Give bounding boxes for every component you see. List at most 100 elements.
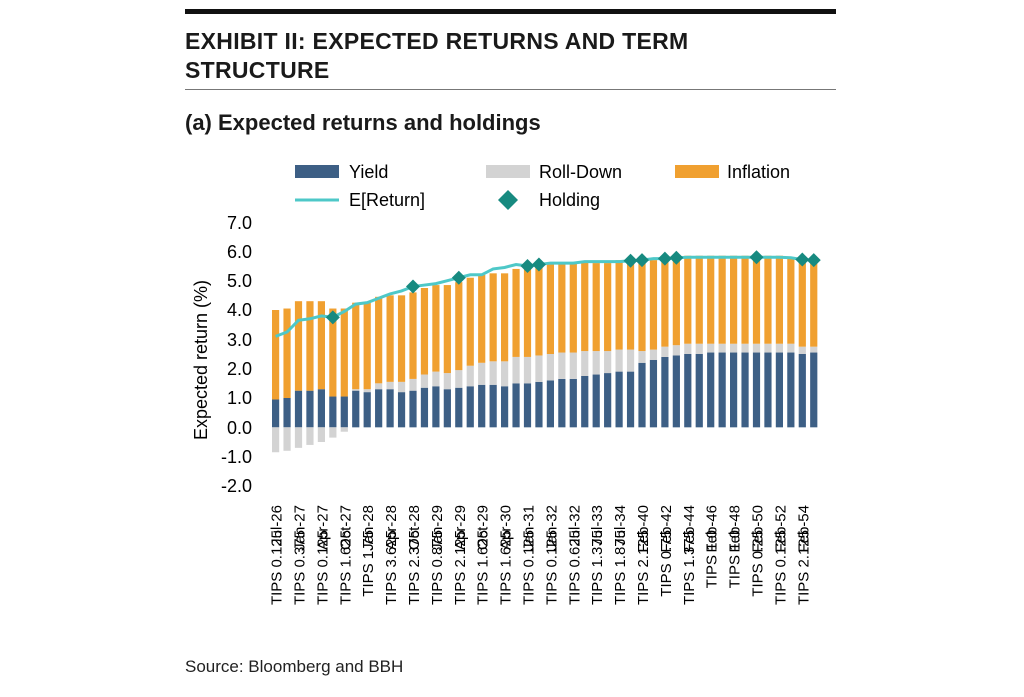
y-tick-label: 3.0 bbox=[227, 330, 252, 350]
x-date-label: Oct-29 bbox=[475, 505, 492, 550]
x-coupon-label: TIPS 0.375 bbox=[292, 530, 309, 605]
bar-rolldown bbox=[592, 351, 600, 375]
bar-rolldown bbox=[443, 373, 451, 390]
bar-rolldown bbox=[272, 427, 280, 453]
y-tick-label: 2.0 bbox=[227, 359, 252, 379]
bar-inflation bbox=[501, 273, 509, 362]
bar-inflation bbox=[535, 267, 543, 356]
x-date-label: Jul-33 bbox=[589, 505, 606, 546]
bar-rolldown bbox=[546, 354, 554, 381]
x-date-label: Apr-27 bbox=[314, 505, 331, 550]
bar-inflation bbox=[386, 295, 394, 382]
holding-marker bbox=[749, 250, 764, 265]
bar-yield bbox=[752, 352, 761, 428]
bar-rolldown bbox=[501, 361, 509, 387]
holding-markers bbox=[325, 250, 821, 325]
holding-marker bbox=[531, 257, 546, 272]
x-date-label: Apr-28 bbox=[383, 505, 400, 550]
bar-inflation bbox=[752, 255, 761, 344]
bar-rolldown bbox=[409, 378, 417, 391]
bar-inflation bbox=[569, 263, 577, 353]
x-coupon-label: TIPS 0.125 bbox=[269, 530, 286, 605]
x-coupon-label: TIPS 2.125 bbox=[635, 530, 652, 605]
bar-rolldown bbox=[787, 343, 795, 353]
bar-rolldown bbox=[375, 383, 383, 390]
bar-rolldown bbox=[466, 365, 474, 387]
x-date-label: Jan-29 bbox=[429, 505, 446, 551]
legend-swatch-rolldown bbox=[486, 165, 530, 178]
y-tick-label: 1.0 bbox=[227, 388, 252, 408]
bar-yield bbox=[718, 352, 726, 428]
x-date-label: Feb-52 bbox=[772, 505, 789, 553]
bar-yield bbox=[535, 381, 543, 428]
x-coupon-label: TIPS 2.375 bbox=[406, 530, 423, 605]
bar-inflation bbox=[626, 261, 635, 350]
bar-rolldown bbox=[523, 356, 532, 384]
bar-inflation bbox=[649, 260, 658, 350]
x-coupon-label: TIPS 0.625 bbox=[566, 530, 583, 605]
bar-rolldown bbox=[695, 343, 703, 354]
bar-yield bbox=[363, 392, 371, 428]
bar-rolldown bbox=[294, 427, 303, 448]
bar-yield bbox=[317, 389, 325, 428]
bar-rolldown bbox=[764, 343, 772, 353]
legend-label-inflation: Inflation bbox=[727, 162, 790, 182]
holding-marker bbox=[520, 259, 535, 273]
y-tick-label: 5.0 bbox=[227, 271, 252, 291]
legend-label-yield: Yield bbox=[349, 162, 388, 182]
bar-inflation bbox=[466, 277, 474, 366]
bar-yield bbox=[626, 371, 635, 428]
y-tick-label: 6.0 bbox=[227, 242, 252, 262]
x-coupon-label: TIPS 0.125 bbox=[772, 530, 789, 605]
bar-rolldown bbox=[489, 361, 497, 385]
holding-marker bbox=[635, 253, 649, 268]
bar-yield bbox=[592, 374, 600, 428]
bar-yield bbox=[695, 354, 703, 428]
x-date-label: Jul-32 bbox=[566, 505, 583, 546]
bar-inflation bbox=[764, 255, 772, 344]
bar-yield bbox=[478, 384, 486, 428]
bar-inflation bbox=[340, 308, 348, 397]
x-coupon-label: TIPS 1.375 bbox=[589, 530, 606, 605]
x-date-label: Jul-26 bbox=[269, 505, 286, 546]
y-tick-label: 0.0 bbox=[227, 418, 252, 438]
bar-inflation bbox=[638, 261, 646, 352]
bar-yield bbox=[615, 371, 623, 428]
bar-rolldown bbox=[386, 381, 394, 390]
x-coupon-label: TIPS 0.25 bbox=[750, 530, 767, 597]
x-date-label: Oct-27 bbox=[337, 505, 354, 550]
bar-rolldown bbox=[455, 370, 463, 388]
bar-yield bbox=[512, 383, 520, 428]
bar-yield bbox=[672, 355, 680, 428]
bar-rolldown bbox=[718, 343, 726, 353]
bar-rolldown bbox=[535, 355, 543, 382]
x-coupon-label: TIPS 2.125 bbox=[795, 530, 812, 605]
bar-inflation bbox=[592, 263, 600, 352]
x-date-label: Feb-42 bbox=[658, 505, 675, 553]
x-coupon-label: TIPS 0.75 bbox=[658, 530, 675, 597]
bar-inflation bbox=[294, 301, 303, 391]
legend-label-rolldown: Roll-Down bbox=[539, 162, 622, 182]
bar-yield bbox=[558, 378, 566, 428]
x-labels-dates: Jul-26 Jan-27 Apr-27 Oct-27 Jan-28 Apr-28 Oct-… bbox=[269, 505, 813, 553]
bar-inflation bbox=[684, 255, 692, 344]
x-labels-coupons: TIPS 0.125 TIPS 0.375 TIPS 0.125 TIPS 1.625… bbox=[269, 530, 813, 605]
bar-inflation bbox=[397, 295, 406, 382]
x-coupon-label: TIPS 1.0 bbox=[704, 530, 721, 588]
bar-inflation bbox=[420, 288, 429, 375]
bar-yield bbox=[306, 390, 314, 428]
bar-yield bbox=[375, 389, 383, 428]
holding-marker bbox=[451, 270, 466, 285]
x-date-label: Feb-40 bbox=[635, 505, 652, 553]
bar-rolldown bbox=[649, 349, 658, 360]
bar-yield bbox=[455, 387, 463, 428]
x-date-label: Feb-44 bbox=[681, 505, 698, 553]
bar-inflation bbox=[443, 285, 451, 374]
bar-yield bbox=[466, 386, 474, 428]
x-coupon-label: TIPS 1.75 bbox=[360, 530, 377, 597]
bar-rolldown bbox=[420, 374, 429, 388]
x-coupon-label: TIPS 0.875 bbox=[429, 530, 446, 605]
bar-rolldown bbox=[604, 351, 612, 374]
bar-inflation bbox=[272, 310, 280, 400]
x-date-label: Jan-27 bbox=[292, 505, 309, 551]
